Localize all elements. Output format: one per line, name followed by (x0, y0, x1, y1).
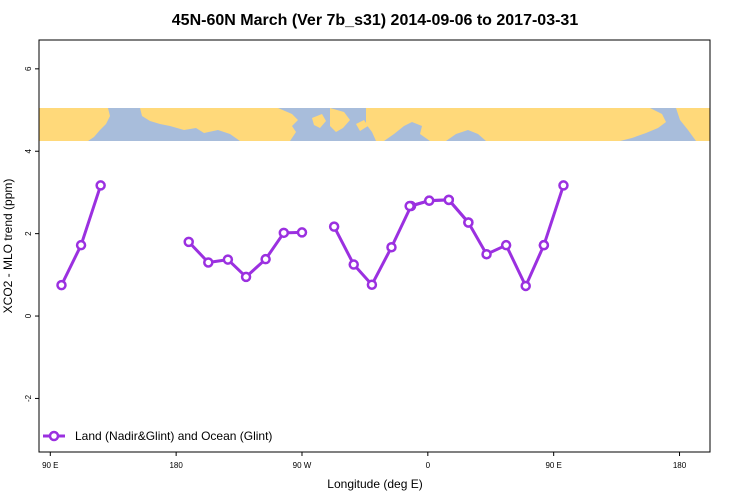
data-point (95, 180, 106, 191)
y-tick-label: -2 (24, 394, 33, 402)
series-layer (56, 180, 569, 292)
data-point (443, 194, 455, 206)
y-axis: -2 0 2 4 6 (24, 66, 39, 402)
data-point (75, 239, 87, 251)
data-point (240, 271, 252, 283)
x-axis-label: Longitude (deg E) (327, 477, 422, 491)
series-line (542, 184, 565, 246)
data-point (520, 280, 531, 292)
data-point (222, 254, 234, 265)
x-tick-label: 90 E (545, 461, 561, 470)
x-tick-label: 0 (426, 461, 431, 470)
legend: Land (Nadir&Glint) and Ocean (Glint) (43, 429, 272, 443)
y-tick-label: 2 (24, 231, 33, 236)
y-tick-label: 0 (24, 313, 33, 318)
data-point (386, 241, 397, 253)
y-axis-label: XCO2 - MLO trend (ppm) (1, 179, 15, 314)
x-tick-label: 180 (673, 461, 687, 470)
chart-title: 45N-60N March (Ver 7b_s31) 2014-09-06 to… (172, 12, 579, 29)
data-point (500, 239, 512, 251)
data-point (463, 217, 474, 228)
data-point (558, 180, 569, 191)
data-point (278, 227, 290, 239)
x-tick-label: 90 W (293, 461, 312, 470)
series-line (409, 198, 470, 224)
data-point (481, 248, 492, 260)
world-map-band (39, 108, 710, 141)
series-line (60, 184, 103, 286)
data-point (366, 279, 378, 290)
legend-marker (48, 430, 60, 442)
legend-entry: Land (Nadir&Glint) and Ocean (Glint) (75, 429, 272, 443)
data-point (328, 221, 340, 232)
data-point (56, 279, 67, 291)
series-line (187, 230, 303, 279)
data-point (296, 227, 308, 238)
map-land (39, 108, 710, 141)
y-tick-label: 4 (24, 148, 33, 153)
data-point (423, 195, 435, 206)
x-axis: 90 E 180 90 W 0 90 E 180 (42, 452, 687, 470)
data-point (348, 259, 359, 270)
data-point (183, 236, 194, 248)
data-point (404, 200, 415, 212)
data-point (260, 253, 271, 265)
series-line (332, 198, 546, 288)
plot-frame (38, 39, 711, 453)
data-point (203, 257, 214, 268)
x-tick-label: 180 (169, 461, 183, 470)
y-tick-label: 6 (24, 66, 33, 71)
data-point (538, 239, 550, 251)
x-tick-label: 90 E (42, 461, 58, 470)
